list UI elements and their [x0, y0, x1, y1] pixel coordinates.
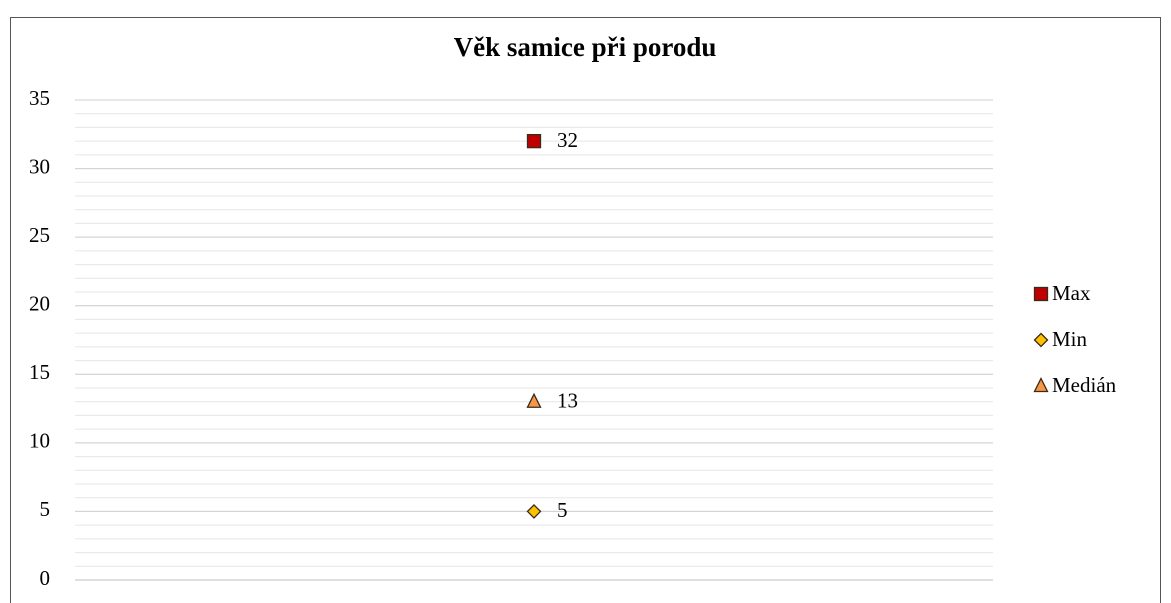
y-tick-label: 35	[29, 86, 50, 110]
y-tick-label: 15	[29, 360, 50, 384]
y-tick-label: 0	[40, 566, 51, 590]
data-label: 13	[557, 389, 578, 413]
data-label: 32	[557, 128, 578, 152]
marker	[1033, 286, 1049, 302]
legend-label: Min	[1052, 327, 1088, 351]
marker	[1033, 377, 1049, 393]
y-tick-label: 10	[29, 429, 50, 453]
chart-frame	[10, 17, 1161, 603]
marker	[1033, 332, 1049, 348]
y-tick-label: 30	[29, 154, 50, 178]
legend-label: Max	[1052, 281, 1091, 305]
y-tick-label: 20	[29, 292, 50, 316]
marker	[526, 392, 542, 408]
data-label: 5	[557, 498, 568, 522]
marker	[526, 504, 542, 519]
chart-title: Věk samice při porodu	[454, 32, 717, 62]
y-tick-label: 25	[29, 223, 50, 247]
marker	[526, 133, 542, 149]
y-tick-label: 5	[40, 497, 51, 521]
legend-label: Medián	[1052, 373, 1117, 397]
